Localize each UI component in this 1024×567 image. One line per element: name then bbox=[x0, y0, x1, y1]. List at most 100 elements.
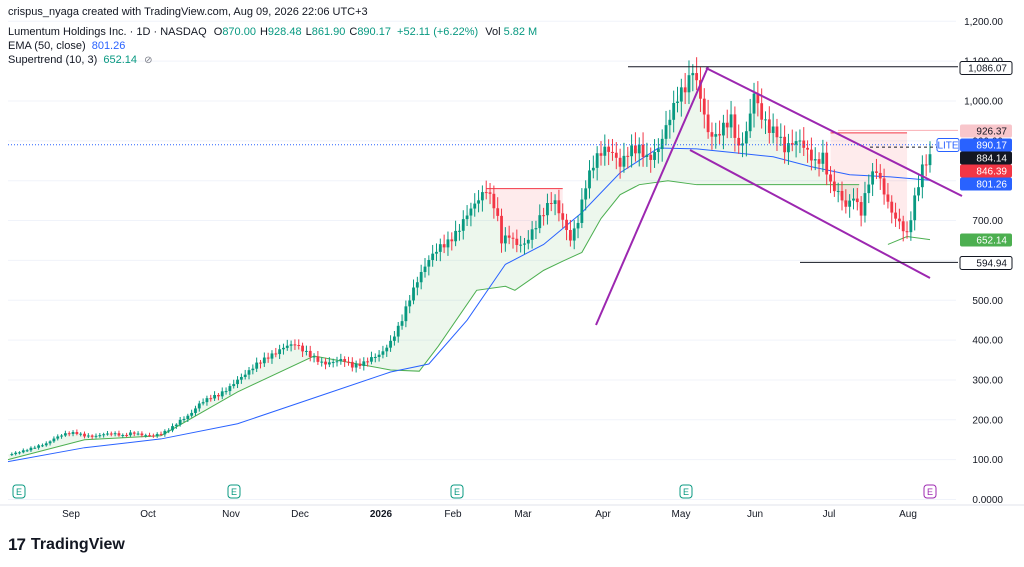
candle-body bbox=[917, 187, 920, 196]
candle-body bbox=[419, 272, 423, 283]
symbol-title[interactable]: Lumentum Holdings Inc. · 1D · NASDAQ bbox=[8, 26, 207, 38]
candle-body bbox=[370, 357, 373, 362]
attribution-line: crispus_nyaga created with TradingView.c… bbox=[8, 6, 368, 19]
candle-body bbox=[882, 178, 886, 195]
candle-body bbox=[790, 143, 794, 145]
candle-body bbox=[810, 149, 813, 161]
candle-body bbox=[251, 368, 255, 371]
candle-body bbox=[412, 287, 415, 301]
candle-body bbox=[438, 244, 442, 252]
candle-body bbox=[136, 433, 140, 435]
x-tick-label: 2026 bbox=[370, 509, 393, 520]
price-tag-label: 1,086.07 bbox=[968, 64, 1007, 75]
candle-body bbox=[373, 356, 377, 358]
candle-body bbox=[178, 419, 182, 425]
candle-body bbox=[312, 356, 316, 358]
candle-body bbox=[905, 231, 909, 233]
x-axis: Sep Oct Nov Dec 2026 Feb Mar Apr May Jun Jul Aug bbox=[62, 509, 917, 520]
candle-body bbox=[523, 243, 526, 245]
candle-body bbox=[217, 394, 220, 397]
candle-body bbox=[190, 412, 194, 416]
x-tick-label: Nov bbox=[222, 509, 240, 520]
candle-body bbox=[710, 132, 714, 137]
candle-body bbox=[637, 144, 641, 154]
candle-body bbox=[660, 138, 664, 150]
candle-body bbox=[435, 251, 438, 254]
candle-body bbox=[484, 192, 488, 194]
candle-body bbox=[645, 154, 649, 157]
candle-body bbox=[71, 432, 75, 434]
supertrend-legend[interactable]: Supertrend (10, 3) 652.14 ⊘ bbox=[8, 54, 152, 67]
supertrend-value: 652.14 bbox=[103, 54, 137, 66]
y-tick-label: 400.00 bbox=[972, 336, 1003, 347]
candle-body bbox=[817, 159, 821, 164]
candle-body bbox=[316, 356, 320, 362]
earnings-icon-label: E bbox=[683, 487, 689, 497]
candle-body bbox=[572, 228, 576, 241]
candle-body bbox=[458, 230, 461, 232]
x-tick-label: Aug bbox=[899, 509, 917, 520]
candle-body bbox=[664, 125, 668, 139]
candle-body bbox=[787, 143, 790, 153]
earnings-icon bbox=[227, 484, 241, 499]
x-tick-label: May bbox=[672, 509, 691, 520]
candle-body bbox=[232, 384, 236, 387]
earnings-icon bbox=[679, 484, 693, 499]
candle-body bbox=[324, 361, 327, 365]
y-tick-label: 1,200.00 bbox=[964, 17, 1003, 28]
candle-body bbox=[79, 433, 83, 435]
candle-body bbox=[442, 244, 446, 248]
candle-body bbox=[576, 222, 580, 229]
candle-body bbox=[832, 181, 836, 192]
candle-body bbox=[377, 354, 381, 357]
candle-body bbox=[733, 114, 737, 138]
candle-body bbox=[852, 198, 855, 201]
ohlc-value: 870.00 bbox=[222, 26, 256, 38]
candle-body bbox=[144, 435, 148, 437]
candle-body bbox=[641, 144, 645, 157]
candle-body bbox=[591, 167, 595, 171]
candle-body bbox=[672, 102, 676, 120]
candle-body bbox=[90, 435, 94, 437]
candle-body bbox=[140, 433, 144, 436]
candle-body bbox=[855, 198, 859, 203]
candle-body bbox=[863, 193, 867, 216]
earnings-icon bbox=[923, 484, 937, 499]
earnings-icon-label: E bbox=[454, 487, 460, 497]
candle-body bbox=[239, 377, 243, 380]
candle-body bbox=[236, 379, 239, 385]
candle-body bbox=[327, 362, 331, 365]
candle-body bbox=[534, 228, 538, 230]
candle-body bbox=[553, 200, 557, 204]
candle-body bbox=[167, 430, 171, 432]
price-change: +52.11 (+6.22%) bbox=[397, 26, 479, 38]
candle-body bbox=[343, 358, 347, 362]
candle-body bbox=[706, 114, 710, 133]
candle-body bbox=[347, 361, 350, 363]
candle-body bbox=[806, 147, 809, 150]
x-tick-label: Oct bbox=[140, 509, 156, 520]
eye-off-icon[interactable]: ⊘ bbox=[144, 55, 153, 66]
candles bbox=[10, 57, 932, 457]
volume-value: 5.82 M bbox=[503, 26, 538, 38]
candle-body bbox=[699, 80, 702, 99]
earnings-icon bbox=[12, 484, 26, 499]
candle-body bbox=[117, 433, 121, 436]
ema-legend[interactable]: EMA (50, close) 801.26 bbox=[8, 40, 125, 53]
candle-body bbox=[94, 435, 98, 437]
tradingview-logo[interactable]: 17 TradingView bbox=[8, 535, 125, 555]
candle-body bbox=[771, 126, 775, 133]
candle-body bbox=[305, 350, 308, 352]
candle-body bbox=[113, 433, 117, 435]
y-tick-label: 300.00 bbox=[972, 375, 1003, 386]
candle-body bbox=[14, 452, 18, 455]
candle-body bbox=[584, 188, 588, 200]
candle-body bbox=[163, 430, 167, 435]
supertrend-recent bbox=[887, 235, 931, 245]
candle-body bbox=[469, 208, 473, 216]
candle-body bbox=[722, 122, 725, 136]
candle-body bbox=[729, 114, 733, 128]
candle-body bbox=[213, 394, 216, 399]
